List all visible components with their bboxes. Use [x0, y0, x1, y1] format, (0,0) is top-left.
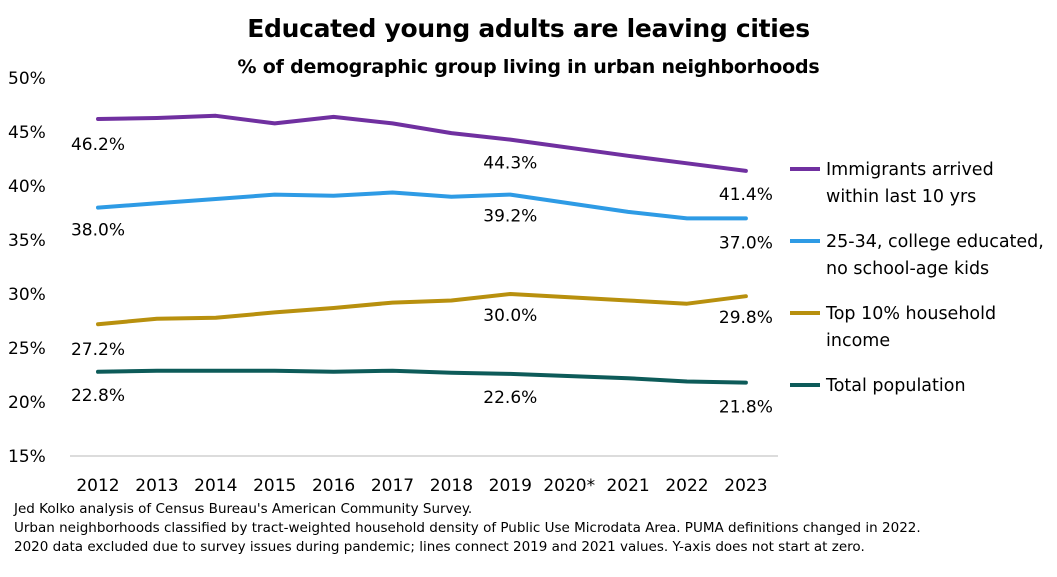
legend-item-college-educated: 25-34, college educated, no school-age k…	[790, 229, 1044, 283]
footnote-2020-note: 2020 data excluded due to survey issues …	[14, 539, 865, 555]
x-tick-label: 2013	[135, 476, 178, 496]
series-layer	[96, 113, 748, 385]
series-line-college-educated	[96, 190, 748, 221]
data-label-immigrants: 46.2%	[71, 135, 125, 155]
series-line-top-income	[96, 292, 748, 327]
data-label-total-population: 22.6%	[483, 388, 537, 408]
legend-label-college-educated: 25-34, college educated, no school-age k…	[826, 232, 1044, 279]
data-label-layer: 46.2% 44.3% 41.4% 38.0% 39.2% 37.0% 27.2% 30.0%…	[71, 135, 773, 418]
x-tick-label: 2015	[253, 476, 296, 496]
x-tick-label: 2018	[430, 476, 473, 496]
legend-item-top-income: Top 10% household income	[790, 301, 996, 355]
x-tick-label: 2020*	[543, 476, 595, 496]
legend-swatch-top-income	[790, 311, 820, 315]
data-label-college-educated: 38.0%	[71, 221, 125, 241]
data-label-top-income: 29.8%	[719, 308, 773, 328]
x-tick-label: 2023	[724, 476, 767, 496]
legend-item-immigrants: Immigrants arrived within last 10 yrs	[790, 157, 994, 211]
x-tick-label: 2021	[606, 476, 649, 496]
series-line-total-population	[96, 368, 748, 385]
y-tick-label: 25%	[8, 339, 46, 359]
y-tick-label: 50%	[8, 69, 46, 89]
x-tick-label: 2022	[665, 476, 708, 496]
y-tick-label: 20%	[8, 393, 46, 413]
x-tick-label: 2016	[312, 476, 355, 496]
y-tick-label: 35%	[8, 231, 46, 251]
legend-label-immigrants: Immigrants arrived within last 10 yrs	[826, 160, 994, 207]
data-label-college-educated: 37.0%	[719, 233, 773, 253]
x-tick-label: 2019	[489, 476, 532, 496]
legend-label-total-population: Total population	[826, 376, 966, 396]
data-label-top-income: 30.0%	[483, 306, 537, 326]
y-tick-label: 40%	[8, 177, 46, 197]
x-tick-label: 2014	[194, 476, 237, 496]
legend-swatch-college-educated	[790, 239, 820, 243]
x-tick-label: 2017	[371, 476, 414, 496]
chart-footnotes: Jed Kolko analysis of Census Bureau's Am…	[14, 500, 921, 557]
data-label-top-income: 27.2%	[71, 340, 125, 360]
legend-swatch-immigrants	[790, 167, 820, 171]
chart-title: Educated young adults are leaving cities	[247, 14, 810, 43]
chart-subtitle: % of demographic group living in urban n…	[237, 56, 820, 78]
y-tick-label: 15%	[8, 447, 46, 467]
footnote-definition: Urban neighborhoods classified by tract-…	[14, 520, 921, 536]
y-tick-label: 30%	[8, 285, 46, 305]
series-line-immigrants	[96, 113, 748, 173]
footnote-source: Jed Kolko analysis of Census Bureau's Am…	[14, 501, 473, 517]
data-label-total-population: 22.8%	[71, 386, 125, 406]
legend-swatch-total-population	[790, 383, 820, 387]
legend-item-total-population: Total population	[790, 373, 966, 400]
data-label-total-population: 21.8%	[719, 398, 773, 418]
x-axis: 2012 2013 2014 2015 2016 2017 2018 2019 2020* 202…	[76, 476, 767, 496]
legend-label-top-income: Top 10% household income	[826, 304, 997, 351]
data-label-immigrants: 41.4%	[719, 185, 773, 205]
y-axis: 15% 20% 25% 30% 35% 40% 45% 50%	[8, 69, 46, 467]
data-label-immigrants: 44.3%	[483, 154, 537, 174]
y-tick-label: 45%	[8, 123, 46, 143]
x-tick-label: 2012	[76, 476, 119, 496]
data-label-college-educated: 39.2%	[483, 207, 537, 227]
